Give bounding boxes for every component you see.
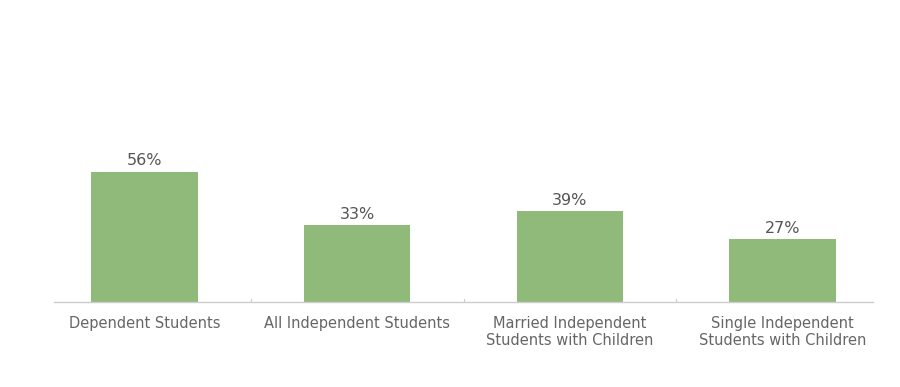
Text: 27%: 27% — [765, 221, 800, 236]
Bar — [91, 172, 198, 302]
Text: 33%: 33% — [339, 207, 374, 222]
Bar — [304, 225, 410, 302]
Text: 56%: 56% — [127, 153, 162, 168]
Bar — [517, 211, 623, 302]
Bar — [729, 239, 836, 302]
Text: 39%: 39% — [553, 193, 588, 208]
